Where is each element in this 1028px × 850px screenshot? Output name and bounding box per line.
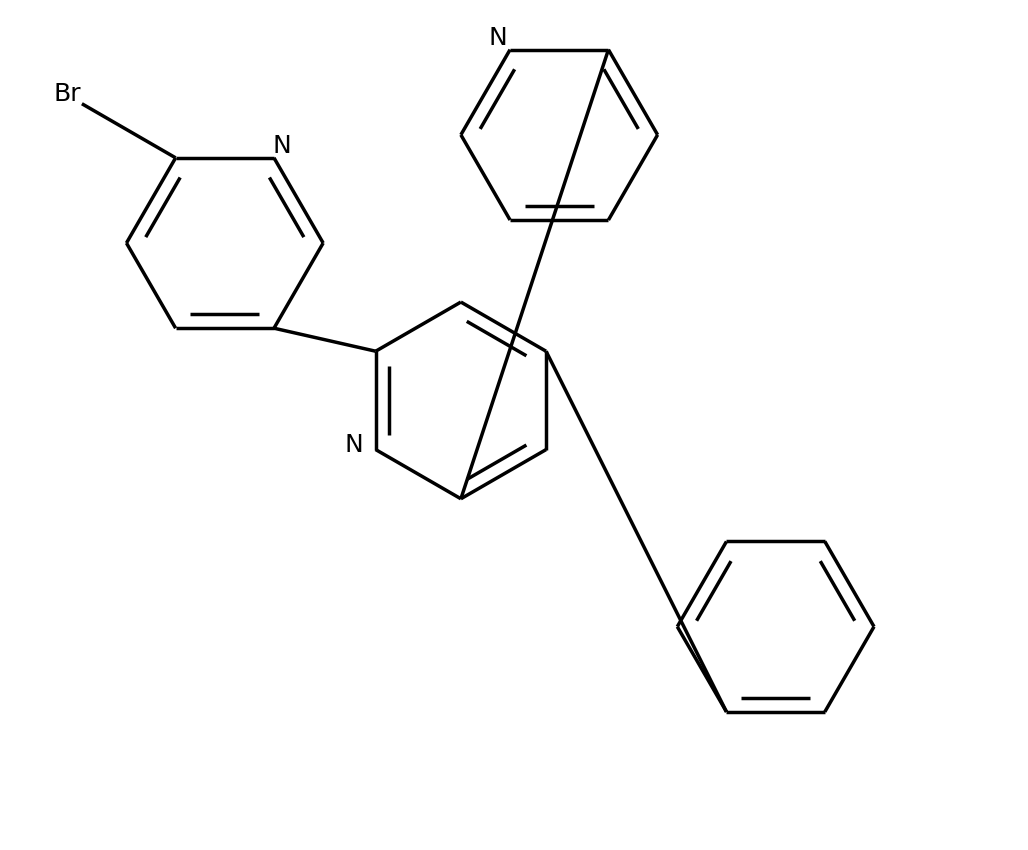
Text: Br: Br bbox=[53, 82, 81, 106]
Text: N: N bbox=[272, 134, 291, 158]
Text: N: N bbox=[489, 26, 508, 50]
Text: N: N bbox=[344, 433, 364, 456]
